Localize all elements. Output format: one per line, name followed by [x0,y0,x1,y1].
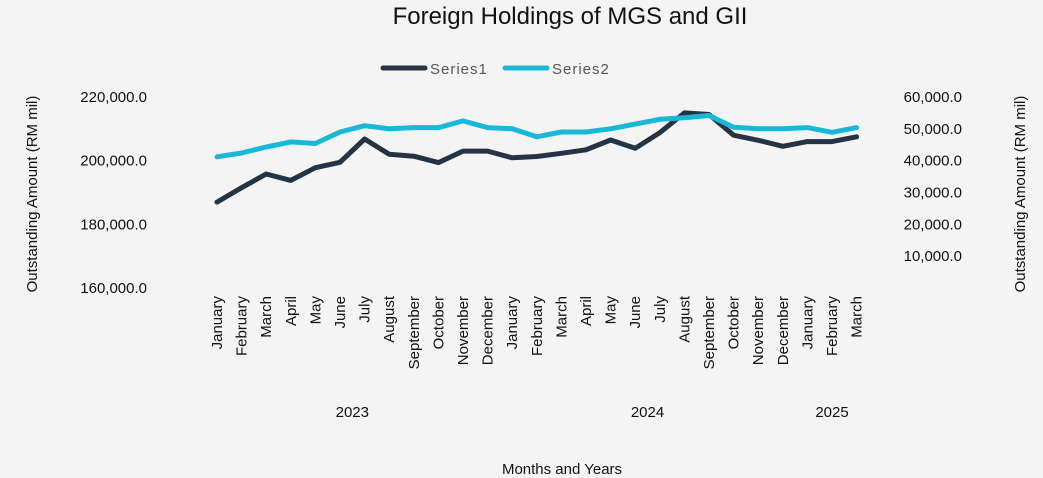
x-tick-label: June [332,296,349,329]
year-label: 2023 [336,404,369,421]
legend-series2-label: Series2 [552,61,610,78]
y-right-tick-label: 20,000.0 [904,216,962,233]
series-2-line [214,113,860,160]
x-tick-label: September [406,296,423,369]
y-right-tick-label: 50,000.0 [904,121,962,138]
y-left-tick-label: 160,000.0 [80,280,147,297]
y-right-tick-label: 60,000.0 [904,89,962,106]
chart-title: Foreign Holdings of MGS and GII [393,3,748,30]
x-tick-label: November [750,296,767,365]
y-left-tick-label: 220,000.0 [80,89,147,106]
x-tick-label: November [455,296,472,365]
x-tick-label: March [553,296,570,338]
x-tick-label: January [209,296,226,350]
x-tick-label: February [824,296,841,357]
x-tick-label: April [578,296,595,326]
x-tick-label: December [480,296,497,365]
y-right-tick-label: 30,000.0 [904,185,962,202]
x-tick-label: July [652,296,669,323]
x-tick-label: January [504,296,521,350]
x-tick-label: December [775,296,792,365]
x-tick-label: October [430,296,447,349]
legend-series1-label: Series1 [430,61,488,78]
x-tick-label: August [676,295,693,343]
y-left-tick-label: 200,000.0 [80,153,147,170]
y-axis-left-label: Outstanding Amount (RM mil) [24,96,41,293]
x-tick-label: August [381,295,398,343]
x-tick-label: February [529,296,546,357]
x-tick-label: January [799,296,816,350]
year-label: 2025 [815,404,848,421]
x-axis-label: Months and Years [502,461,622,478]
x-tick-label: July [357,296,374,323]
x-tick-label: April [283,296,300,326]
legend: Series1 Series2 [380,61,610,78]
x-tick-label: September [701,296,718,369]
y-right-tick-label: 10,000.0 [904,248,962,265]
x-tick-label: June [627,296,644,329]
year-label: 2024 [631,404,664,421]
y-right-tick-label: 40,000.0 [904,153,962,170]
x-tick-label: March [849,296,866,338]
x-tick-label: October [726,296,743,349]
x-tick-label: March [258,296,275,338]
x-tick-label: May [307,296,324,325]
x-tick-label: May [603,296,620,325]
series-1-line [214,110,860,205]
y-left-tick-label: 180,000.0 [80,216,147,233]
y-axis-right-label: Outstanding Amount (RM mil) [1012,96,1029,293]
x-tick-label: February [234,296,251,357]
